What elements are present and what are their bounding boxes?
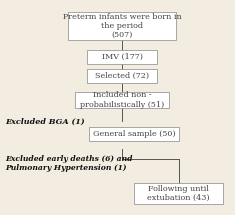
FancyBboxPatch shape — [68, 12, 176, 40]
Text: Excluded early deaths (6) and
Pulmonary Hypertension (1): Excluded early deaths (6) and Pulmonary … — [5, 155, 132, 172]
FancyBboxPatch shape — [134, 183, 223, 204]
FancyBboxPatch shape — [75, 92, 169, 108]
Text: IMV (177): IMV (177) — [102, 53, 143, 61]
Text: Following until
extubation (43): Following until extubation (43) — [147, 185, 210, 202]
FancyBboxPatch shape — [87, 50, 157, 64]
Text: Selected (72): Selected (72) — [95, 72, 149, 80]
FancyBboxPatch shape — [89, 127, 179, 141]
Text: Preterm infants were born in
the period
(507): Preterm infants were born in the period … — [63, 13, 182, 39]
Text: Included non -
probabilistically (51): Included non - probabilistically (51) — [80, 91, 164, 109]
Text: Excluded BGA (1): Excluded BGA (1) — [5, 117, 84, 126]
Text: General sample (50): General sample (50) — [93, 130, 175, 138]
FancyBboxPatch shape — [87, 69, 157, 83]
